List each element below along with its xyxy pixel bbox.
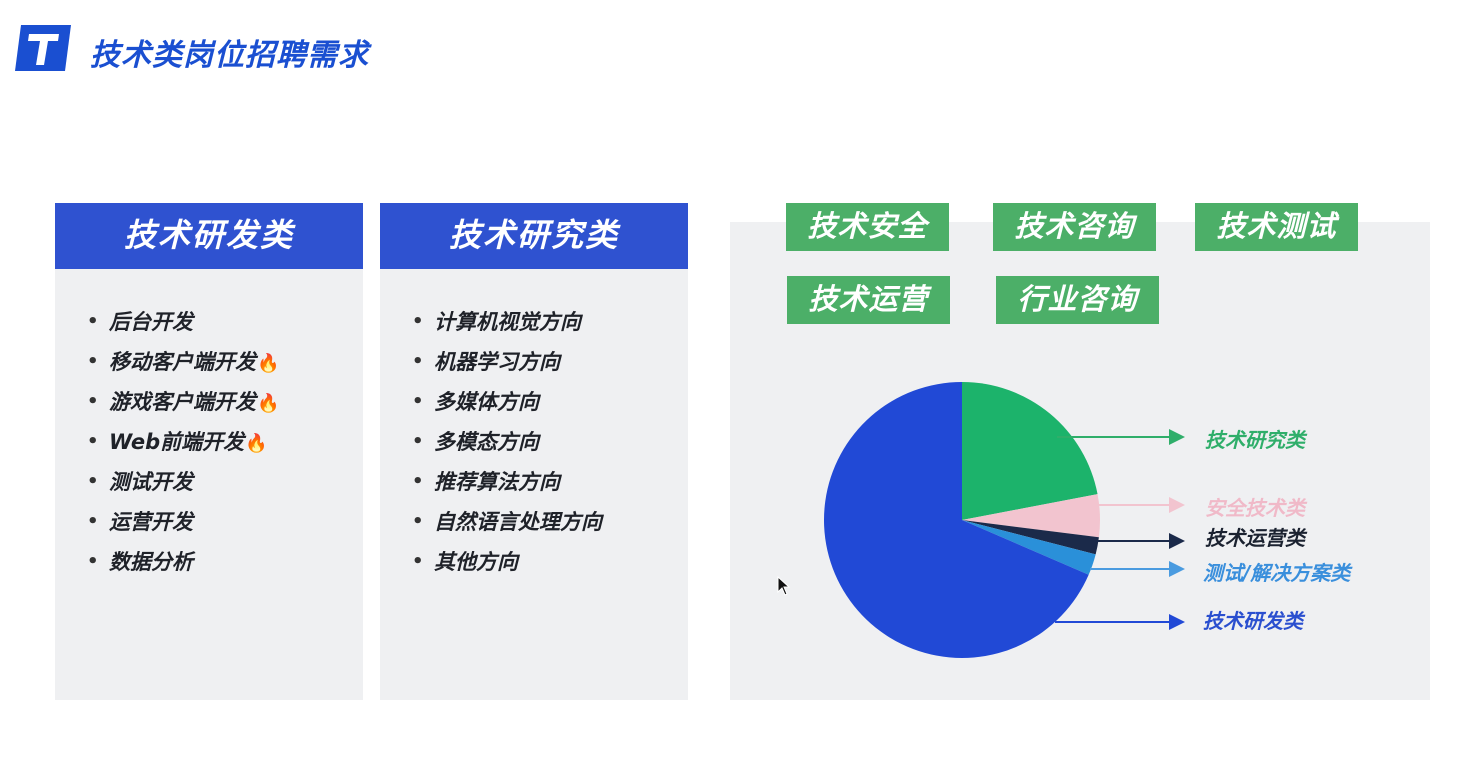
list-item-label: 游戏客户端开发 bbox=[109, 390, 256, 414]
pie-slice bbox=[962, 520, 1096, 575]
bullet-icon: • bbox=[87, 471, 99, 492]
bullet-icon: • bbox=[87, 511, 99, 532]
bullet-icon: • bbox=[412, 391, 424, 412]
pie-label-operations: 技术运营类 bbox=[1205, 526, 1305, 550]
list-item-label: 数据分析 bbox=[109, 550, 193, 574]
list-item-label: 运营开发 bbox=[109, 510, 193, 534]
list-item-label: 计算机视觉方向 bbox=[434, 310, 581, 334]
bullet-icon: • bbox=[412, 471, 424, 492]
list-item-label: 多模态方向 bbox=[434, 430, 539, 454]
panel-tech-research: 技术研究类 • 计算机视觉方向 • 机器学习方向 • 多媒体方向 • 多模态方向 • 推荐… bbox=[380, 203, 688, 700]
list-item: • 移动客户端开发🔥 bbox=[87, 342, 363, 382]
list-item-label: 机器学习方向 bbox=[434, 350, 560, 374]
list-item: • 机器学习方向 bbox=[412, 342, 688, 382]
mouse-cursor-icon bbox=[777, 576, 791, 596]
list-item-label: 多媒体方向 bbox=[434, 390, 539, 414]
fire-icon: 🔥 bbox=[245, 433, 268, 454]
list-item: • Web前端开发🔥 bbox=[87, 422, 363, 462]
list-item-label: Web前端开发 bbox=[109, 430, 245, 454]
pie-slice bbox=[962, 520, 1099, 555]
panel-list: • 计算机视觉方向 • 机器学习方向 • 多媒体方向 • 多模态方向 • 推荐算法方向 •… bbox=[380, 269, 688, 582]
list-item: • 后台开发 bbox=[87, 302, 363, 342]
bullet-icon: • bbox=[87, 391, 99, 412]
list-item: • 推荐算法方向 bbox=[412, 462, 688, 502]
list-item: • 多媒体方向 bbox=[412, 382, 688, 422]
bullet-icon: • bbox=[87, 351, 99, 372]
panel-list: • 后台开发 • 移动客户端开发🔥 • 游戏客户端开发🔥 • Web前端开发🔥 • 测试开… bbox=[55, 269, 363, 582]
list-item-label: 推荐算法方向 bbox=[434, 470, 560, 494]
pie-label-development: 技术研发类 bbox=[1203, 609, 1303, 633]
list-item-label: 移动客户端开发 bbox=[109, 350, 256, 374]
list-item-label: 自然语言处理方向 bbox=[434, 510, 602, 534]
list-item: • 数据分析 bbox=[87, 542, 363, 582]
bullet-icon: • bbox=[412, 431, 424, 452]
bullet-icon: • bbox=[87, 551, 99, 572]
fire-icon: 🔥 bbox=[257, 393, 280, 414]
tag-tech-security: 技术安全 bbox=[786, 203, 949, 251]
tag-tech-operations: 技术运营 bbox=[787, 276, 950, 324]
pie-label-research: 技术研究类 bbox=[1205, 428, 1305, 452]
tag-tech-consulting: 技术咨询 bbox=[993, 203, 1156, 251]
panel-header: 技术研究类 bbox=[380, 203, 688, 269]
pie-label-security: 安全技术类 bbox=[1205, 496, 1305, 520]
bullet-icon: • bbox=[412, 311, 424, 332]
bullet-icon: • bbox=[412, 511, 424, 532]
list-item-label: 后台开发 bbox=[109, 310, 193, 334]
list-item: • 多模态方向 bbox=[412, 422, 688, 462]
tag-tech-testing: 技术测试 bbox=[1195, 203, 1358, 251]
bullet-icon: • bbox=[412, 551, 424, 572]
page-title: 技术类岗位招聘需求 bbox=[90, 38, 369, 73]
list-item: • 运营开发 bbox=[87, 502, 363, 542]
logo-icon bbox=[15, 25, 71, 71]
list-item: • 其他方向 bbox=[412, 542, 688, 582]
pie-slice bbox=[823, 382, 1089, 658]
list-item-label: 测试开发 bbox=[109, 470, 193, 494]
bullet-icon: • bbox=[87, 431, 99, 452]
list-item: • 自然语言处理方向 bbox=[412, 502, 688, 542]
pie-slice bbox=[962, 382, 1098, 520]
list-item: • 游戏客户端开发🔥 bbox=[87, 382, 363, 422]
pie-slice bbox=[962, 494, 1100, 538]
pie-label-testing-solutions: 测试/解决方案类 bbox=[1203, 561, 1351, 585]
panel-tech-dev: 技术研发类 • 后台开发 • 移动客户端开发🔥 • 游戏客户端开发🔥 • Web前端开发… bbox=[55, 203, 363, 700]
bullet-icon: • bbox=[412, 351, 424, 372]
bullet-icon: • bbox=[87, 311, 99, 332]
list-item-label: 其他方向 bbox=[434, 550, 518, 574]
fire-icon: 🔥 bbox=[257, 353, 280, 374]
tag-industry-consulting: 行业咨询 bbox=[996, 276, 1159, 324]
panel-header: 技术研发类 bbox=[55, 203, 363, 269]
list-item: • 测试开发 bbox=[87, 462, 363, 502]
list-item: • 计算机视觉方向 bbox=[412, 302, 688, 342]
